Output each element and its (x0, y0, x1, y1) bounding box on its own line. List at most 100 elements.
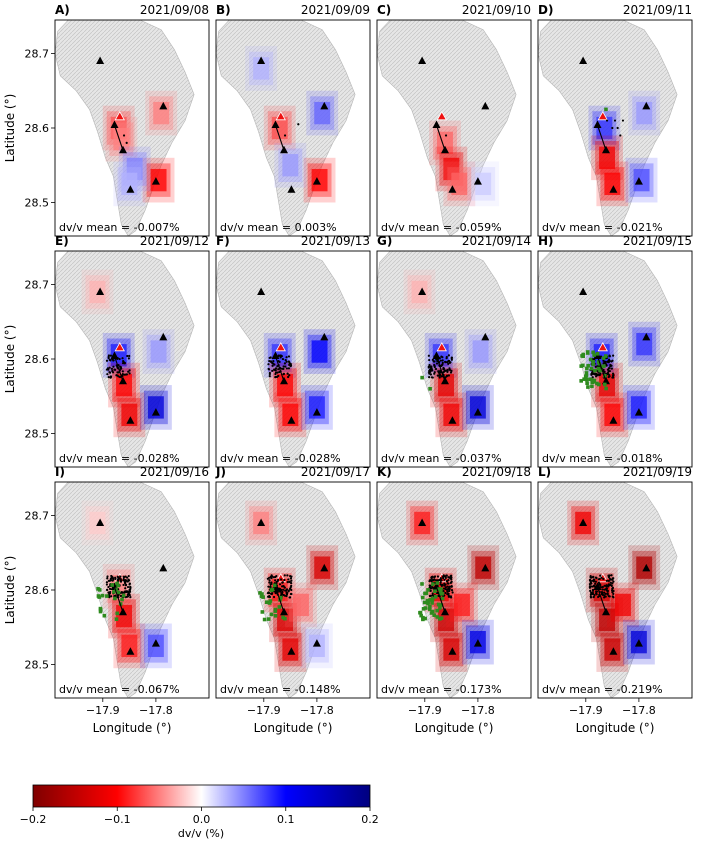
green-marker (437, 617, 442, 621)
green-marker (579, 379, 583, 383)
earthquake-marker (119, 366, 122, 369)
earthquake-marker (116, 357, 119, 360)
earthquake-marker (128, 594, 131, 597)
dvv-cell (142, 329, 175, 374)
earthquake-marker (594, 582, 597, 585)
earthquake-marker (287, 578, 290, 581)
earthquake-marker (446, 593, 449, 596)
green-marker (440, 591, 444, 596)
earthquake-marker (121, 372, 124, 376)
earthquake-marker (450, 576, 453, 579)
panel-a: A) 2021/09/08 dv/v mean = -0.007% 28.5 28.6 2… (3, 3, 210, 237)
earthquake-marker (590, 591, 593, 594)
earthquake-marker (289, 365, 292, 368)
panel-letter: I) (55, 465, 65, 479)
vent-marker (436, 111, 447, 121)
earthquake-marker (605, 364, 608, 367)
green-marker (116, 583, 120, 588)
earthquake-marker (114, 577, 117, 580)
earthquake-marker (110, 575, 113, 578)
earthquake-marker (603, 584, 606, 587)
earthquake-marker (287, 375, 290, 379)
vent-marker (114, 342, 125, 352)
green-marker (98, 606, 103, 611)
green-marker (98, 609, 103, 614)
green-marker (440, 596, 445, 601)
green-marker (436, 602, 441, 607)
earthquake-marker (124, 584, 127, 587)
station-marker (642, 563, 651, 572)
earthquake-marker (122, 583, 125, 587)
earthquake-marker (611, 586, 615, 589)
panel-date: 2021/09/10 (462, 3, 531, 17)
green-marker (585, 366, 589, 371)
green-marker (435, 581, 440, 585)
green-marker (428, 598, 432, 602)
x-axis-label: Longitude (°) (254, 721, 333, 735)
dvv-cell (150, 340, 167, 363)
earthquake-marker (599, 584, 602, 587)
x-axis-label: Longitude (°) (415, 721, 494, 735)
station-marker (642, 101, 651, 110)
earthquake-marker (430, 369, 433, 372)
station-marker (312, 177, 321, 185)
station-marker (609, 185, 618, 193)
earthquake-marker (437, 370, 440, 373)
x-tick-label: −17.9 (569, 704, 603, 717)
dvv-cell (450, 588, 474, 622)
earthquake-marker (611, 374, 615, 377)
earthquake-marker (446, 590, 449, 593)
green-marker (438, 605, 442, 610)
earthquake-marker (128, 369, 131, 372)
earthquake-marker (441, 363, 444, 366)
y-tick-label: 28.6 (25, 353, 50, 366)
panel-letter: B) (216, 3, 231, 17)
earthquake-marker (290, 581, 293, 585)
colorbar-gradient (32, 784, 371, 808)
dvv-cell (145, 90, 178, 136)
earthquake-marker (268, 595, 271, 598)
panel-date: 2021/09/12 (140, 234, 209, 248)
green-marker (579, 364, 584, 368)
dvv-cell (628, 545, 661, 590)
green-marker (430, 609, 435, 614)
earthquake-marker (450, 356, 454, 359)
earthquake-marker (610, 367, 613, 370)
earthquake-marker (268, 581, 271, 584)
earthquake-marker (611, 126, 614, 130)
earthquake-marker (606, 592, 609, 595)
green-marker (588, 357, 593, 362)
earthquake-marker (591, 585, 594, 588)
station-marker (126, 185, 135, 193)
panel-letter: A) (55, 3, 70, 17)
dvv-cell (113, 392, 146, 438)
earthquake-marker (438, 578, 441, 582)
earthquake-marker (127, 370, 130, 373)
earthquake-marker (607, 375, 610, 379)
panel-letter: K) (377, 465, 392, 479)
green-marker (591, 362, 595, 367)
earthquake-marker (611, 591, 614, 594)
dvv-cell (303, 157, 336, 203)
panel-letter: E) (55, 234, 69, 248)
earthquake-marker (445, 574, 448, 577)
earthquake-marker (611, 359, 614, 362)
earthquake-marker (444, 587, 447, 591)
earthquake-marker (595, 590, 598, 593)
green-marker (269, 588, 274, 592)
dvv-cell (117, 398, 142, 432)
earthquake-marker (124, 578, 127, 582)
panel-date: 2021/09/13 (301, 234, 370, 248)
panel-f: F) 2021/09/13 dv/v mean = -0.028% (215, 234, 371, 468)
earthquake-marker (439, 359, 442, 362)
dvv-cell (407, 275, 432, 309)
earthquake-marker (106, 577, 109, 580)
dvv-cell (146, 334, 171, 369)
earthquake-marker (113, 368, 116, 371)
panel-d: D) 2021/09/11 dv/v mean = -0.021% (537, 3, 693, 237)
station-marker (320, 332, 329, 341)
dvv-cell (434, 603, 458, 637)
earthquake-marker (105, 359, 109, 362)
earthquake-marker (108, 358, 111, 361)
earthquake-marker (449, 595, 453, 598)
